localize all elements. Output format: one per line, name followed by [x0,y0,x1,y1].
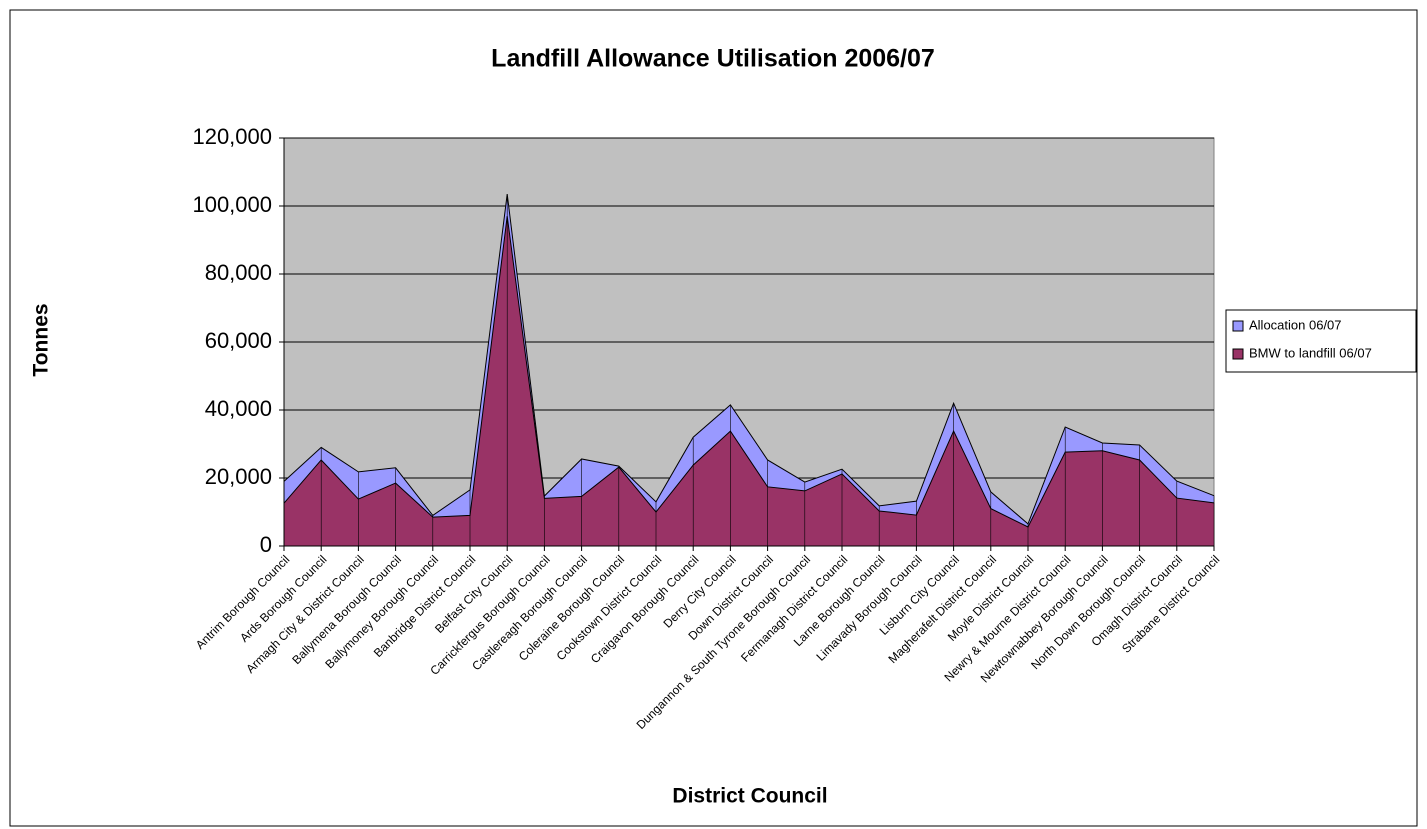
legend-label: Allocation 06/07 [1249,317,1342,332]
x-axis-title: District Council [672,785,827,808]
area-fill [284,216,1214,546]
legend-label: BMW to landfill 06/07 [1249,345,1372,360]
chart-title: Landfill Allowance Utilisation 2006/07 [491,45,935,73]
legend-swatch [1232,348,1244,360]
y-tick-label: 80,000 [205,260,272,285]
legend-box [1225,309,1417,373]
y-axis-title: Tonnes [30,303,53,376]
legend-swatch [1232,320,1244,332]
y-tick-label: 60,000 [205,328,272,353]
y-tick-label: 120,000 [192,124,272,149]
y-tick-label: 100,000 [192,192,272,217]
y-tick-label: 0 [260,532,272,557]
area-line [283,194,1215,525]
y-tick-label: 40,000 [205,396,272,421]
area-line [283,216,1215,528]
y-tick-label: 20,000 [205,464,272,489]
